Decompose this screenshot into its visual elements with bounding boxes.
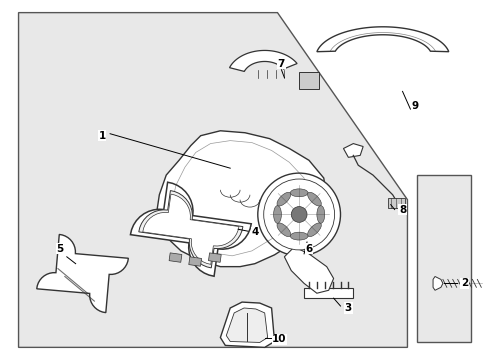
Text: 9: 9 bbox=[412, 101, 419, 111]
Polygon shape bbox=[220, 302, 274, 347]
Ellipse shape bbox=[273, 206, 281, 223]
Polygon shape bbox=[229, 50, 297, 71]
Text: 5: 5 bbox=[56, 244, 64, 254]
Polygon shape bbox=[343, 144, 363, 157]
Polygon shape bbox=[19, 13, 408, 347]
Bar bbox=[208, 253, 221, 262]
Circle shape bbox=[258, 173, 341, 256]
Polygon shape bbox=[139, 190, 243, 268]
Ellipse shape bbox=[277, 223, 291, 237]
Polygon shape bbox=[226, 308, 268, 342]
Polygon shape bbox=[130, 182, 251, 276]
Circle shape bbox=[291, 207, 307, 222]
Text: 6: 6 bbox=[305, 244, 313, 254]
Bar bbox=[299, 72, 319, 89]
Polygon shape bbox=[433, 276, 443, 290]
Circle shape bbox=[264, 179, 335, 250]
Text: 10: 10 bbox=[272, 334, 287, 345]
Polygon shape bbox=[156, 131, 327, 267]
Bar bbox=[417, 175, 471, 342]
Text: 4: 4 bbox=[251, 227, 259, 237]
Text: 3: 3 bbox=[345, 303, 352, 313]
Text: 8: 8 bbox=[399, 204, 406, 215]
Ellipse shape bbox=[308, 192, 321, 206]
Ellipse shape bbox=[290, 189, 308, 197]
Ellipse shape bbox=[317, 206, 325, 223]
Polygon shape bbox=[317, 27, 449, 52]
Bar bbox=[169, 253, 182, 262]
Polygon shape bbox=[304, 288, 353, 298]
Bar bbox=[189, 257, 201, 266]
Polygon shape bbox=[284, 247, 334, 293]
Polygon shape bbox=[37, 234, 128, 312]
Ellipse shape bbox=[308, 223, 321, 237]
Text: 1: 1 bbox=[98, 131, 106, 141]
Text: 2: 2 bbox=[461, 278, 468, 288]
Ellipse shape bbox=[290, 232, 308, 240]
Ellipse shape bbox=[277, 192, 291, 206]
Polygon shape bbox=[143, 194, 239, 264]
Bar bbox=[388, 198, 406, 208]
Text: 7: 7 bbox=[278, 59, 285, 69]
